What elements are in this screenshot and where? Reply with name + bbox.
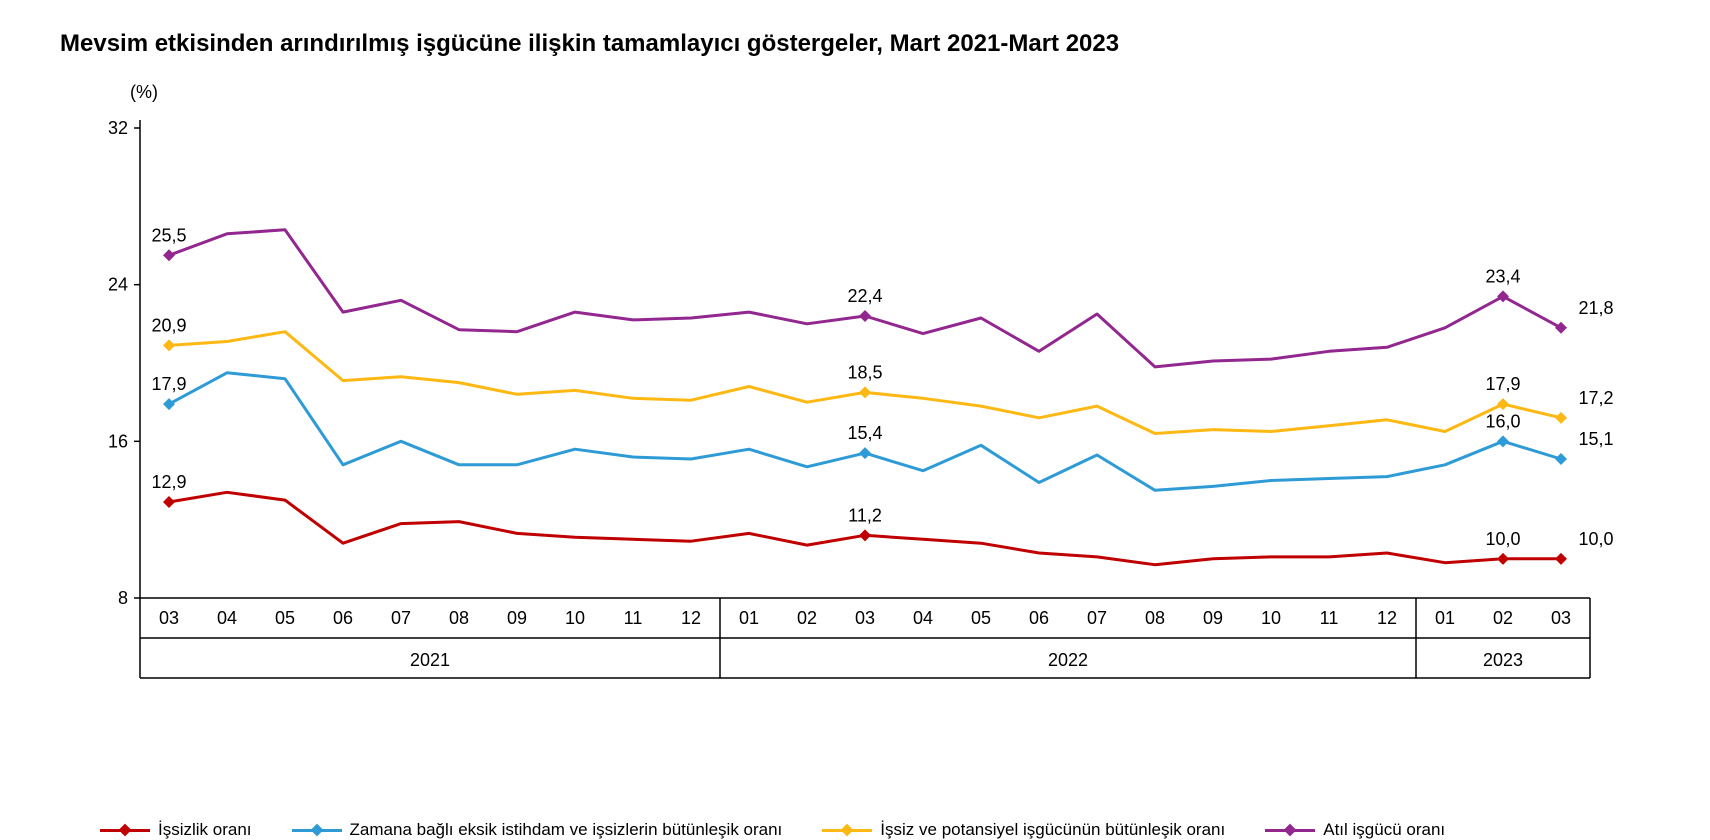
svg-text:21,8: 21,8 [1578, 298, 1613, 318]
svg-text:12: 12 [1377, 608, 1397, 628]
svg-text:05: 05 [275, 608, 295, 628]
legend-label: Zamana bağlı eksik istihdam ve işsizleri… [350, 820, 783, 840]
svg-text:01: 01 [739, 608, 759, 628]
svg-text:10: 10 [565, 608, 585, 628]
svg-text:03: 03 [855, 608, 875, 628]
svg-text:2023: 2023 [1483, 650, 1523, 670]
svg-text:20,9: 20,9 [151, 315, 186, 335]
svg-text:09: 09 [1203, 608, 1223, 628]
svg-text:10: 10 [1261, 608, 1281, 628]
legend-item-atil: Atıl işgücü oranı [1265, 820, 1445, 840]
legend: İşsizlik oranı Zamana bağlı eksik istihda… [100, 820, 1710, 840]
svg-text:06: 06 [333, 608, 353, 628]
svg-text:06: 06 [1029, 608, 1049, 628]
svg-text:23,4: 23,4 [1485, 266, 1520, 286]
svg-text:01: 01 [1435, 608, 1455, 628]
svg-text:17,9: 17,9 [1485, 374, 1520, 394]
svg-text:2022: 2022 [1048, 650, 1088, 670]
svg-text:08: 08 [449, 608, 469, 628]
chart-plot: (%) 8 16 24 32 03 04 05 06 07 08 09 10 11 12 01 02 03 04 05… [60, 68, 1650, 708]
svg-text:16: 16 [108, 431, 128, 451]
svg-text:02: 02 [1493, 608, 1513, 628]
svg-text:2021: 2021 [410, 650, 450, 670]
legend-label: İşsizlik oranı [158, 820, 252, 840]
svg-text:03: 03 [159, 608, 179, 628]
legend-swatch [100, 829, 150, 832]
svg-text:8: 8 [118, 588, 128, 608]
legend-item-zamana-bagli: Zamana bağlı eksik istihdam ve işsizleri… [292, 820, 783, 840]
legend-item-issizlik: İşsizlik oranı [100, 820, 252, 840]
svg-text:24: 24 [108, 275, 128, 295]
svg-text:07: 07 [1087, 608, 1107, 628]
legend-swatch [1265, 829, 1315, 832]
svg-text:04: 04 [217, 608, 237, 628]
svg-text:11: 11 [1320, 608, 1339, 628]
legend-swatch [292, 829, 342, 832]
svg-text:16,0: 16,0 [1485, 411, 1520, 431]
svg-text:17,9: 17,9 [151, 374, 186, 394]
chart-title: Mevsim etkisinden arındırılmış işgücüne … [60, 30, 1650, 58]
legend-label: Atıl işgücü oranı [1323, 820, 1445, 840]
svg-text:22,4: 22,4 [847, 286, 882, 306]
legend-item-issiz-potansiyel: İşsiz ve potansiyel işgücünün bütünleşik… [822, 820, 1225, 840]
svg-text:11: 11 [624, 608, 643, 628]
legend-swatch [822, 829, 872, 832]
svg-text:10,0: 10,0 [1578, 529, 1613, 549]
svg-text:12,9: 12,9 [151, 472, 186, 492]
svg-text:32: 32 [108, 118, 128, 138]
svg-text:17,2: 17,2 [1578, 388, 1613, 408]
svg-text:07: 07 [391, 608, 411, 628]
svg-text:(%): (%) [130, 82, 158, 102]
svg-text:03: 03 [1551, 608, 1571, 628]
svg-text:04: 04 [913, 608, 933, 628]
svg-text:08: 08 [1145, 608, 1165, 628]
legend-label: İşsiz ve potansiyel işgücünün bütünleşik… [880, 820, 1225, 840]
svg-text:11,2: 11,2 [848, 505, 882, 525]
svg-text:18,5: 18,5 [847, 362, 882, 382]
svg-text:05: 05 [971, 608, 991, 628]
svg-text:15,1: 15,1 [1578, 429, 1613, 449]
svg-text:25,5: 25,5 [151, 225, 186, 245]
svg-text:02: 02 [797, 608, 817, 628]
svg-text:15,4: 15,4 [847, 423, 882, 443]
svg-text:10,0: 10,0 [1485, 529, 1520, 549]
svg-text:09: 09 [507, 608, 527, 628]
svg-text:12: 12 [681, 608, 701, 628]
